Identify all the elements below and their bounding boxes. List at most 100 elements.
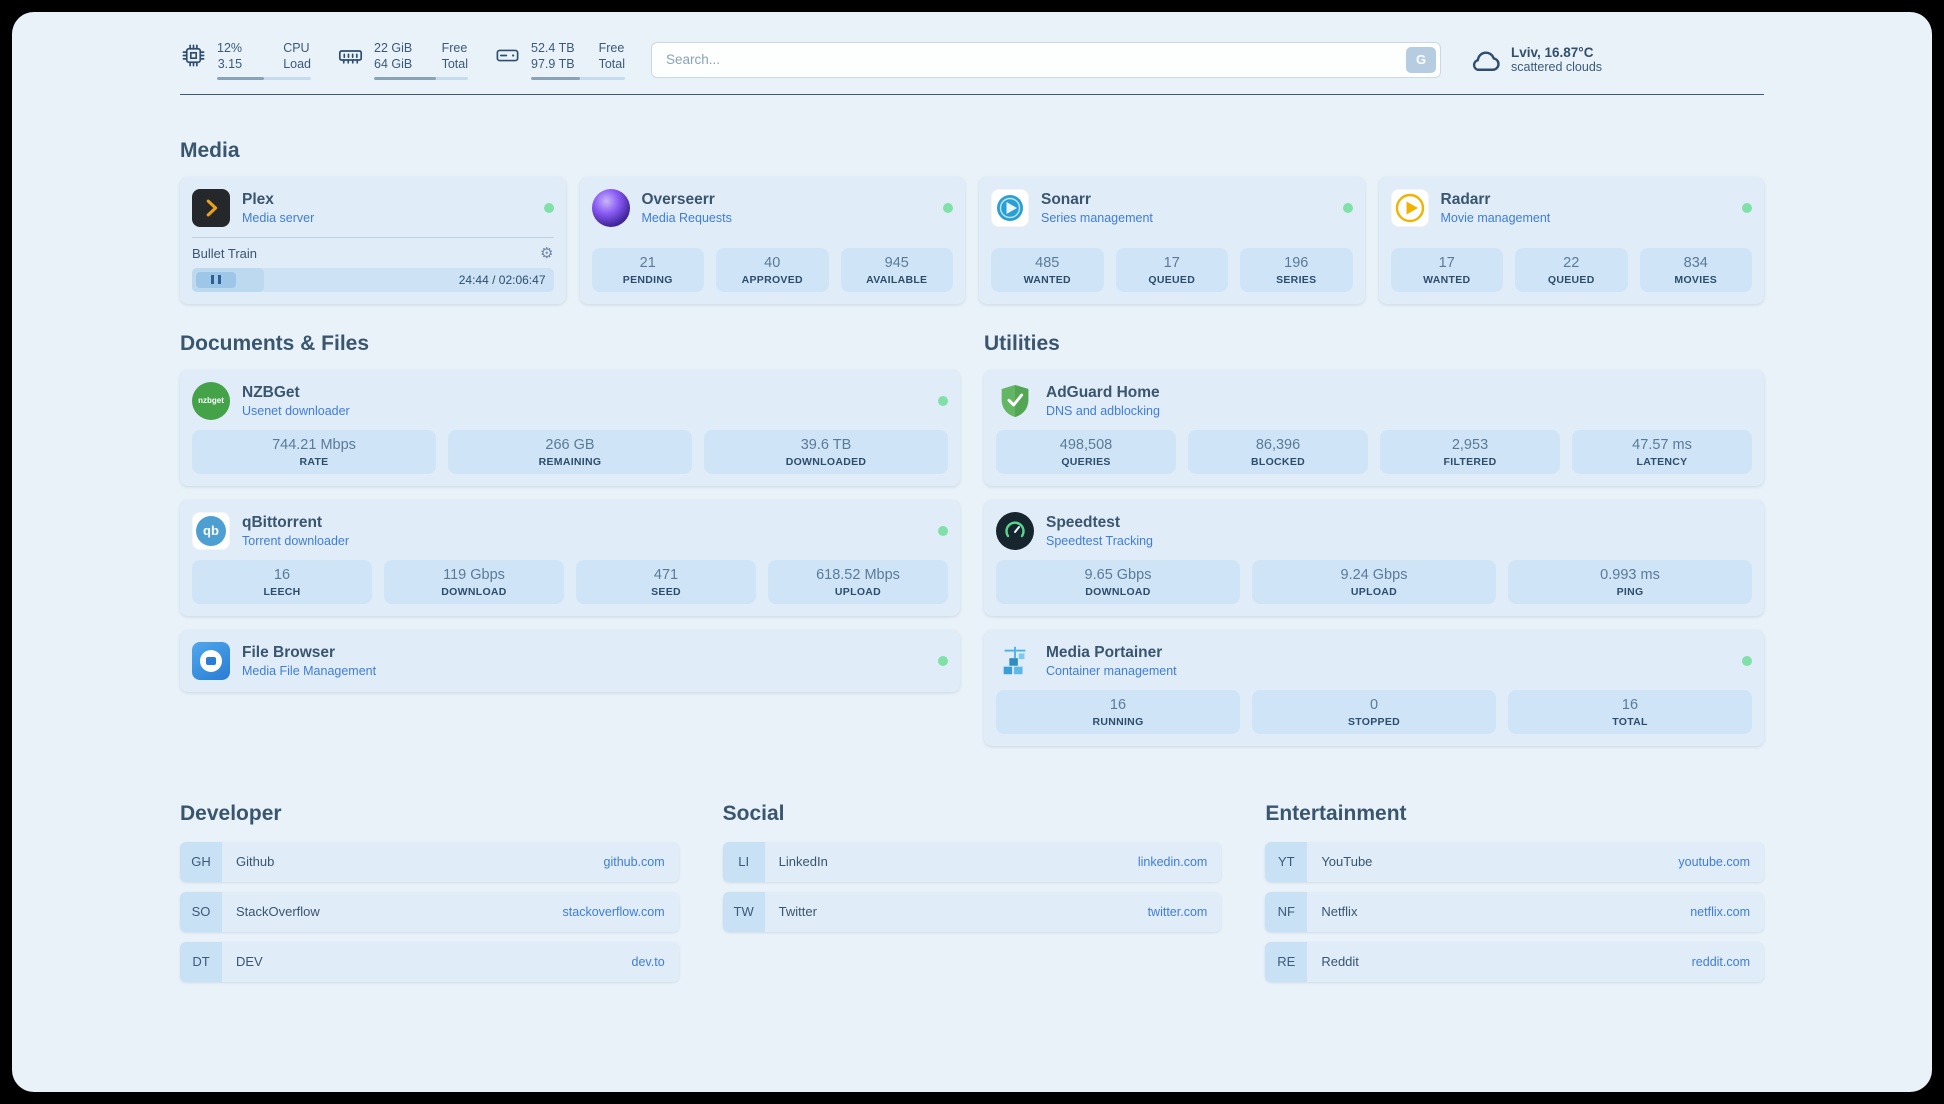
bookmark-name: YouTube	[1321, 854, 1373, 869]
top-bar: 12% 3.15 CPU Load	[12, 12, 1932, 80]
bookmark-abbr: LI	[722, 841, 765, 882]
bookmark-twitter[interactable]: TW Twitter twitter.com	[722, 891, 1222, 932]
bookmark-url: twitter.com	[1147, 904, 1208, 919]
bookmark-name: Github	[236, 854, 275, 869]
weather-widget: Lviv, 16.87°C scattered clouds	[1467, 45, 1602, 75]
service-name: Media Portainer	[1046, 643, 1163, 661]
memory-total-value: 64 GiB	[374, 57, 413, 72]
search-input[interactable]	[651, 41, 1441, 78]
stat-series: 196 SERIES	[1240, 247, 1353, 292]
stat-running: 16 RUNNING	[996, 689, 1240, 734]
service-desc: Container management	[1046, 663, 1177, 678]
stat-wanted: 485 WANTED	[991, 247, 1104, 292]
search-bar: G	[651, 41, 1441, 78]
bookmark-github[interactable]: GH Github github.com	[180, 841, 679, 882]
bookmark-linkedin[interactable]: LI LinkedIn linkedin.com	[722, 841, 1222, 882]
status-dot	[938, 525, 948, 536]
stat-remaining: 266 GB REMAINING	[448, 429, 692, 474]
section-title-media: Media	[180, 138, 240, 162]
stat-upload: 9.24 Gbps UPLOAD	[1252, 559, 1496, 604]
now-playing-title: Bullet Train	[192, 245, 258, 261]
bookmark-name: DEV	[236, 954, 263, 969]
service-desc: DNS and adblocking	[1046, 403, 1160, 418]
service-card-portainer: Media Portainer Container management 16 R…	[984, 629, 1764, 746]
service-link-sonarr[interactable]: Sonarr Series management	[991, 188, 1353, 227]
stat-download: 9.65 Gbps DOWNLOAD	[996, 559, 1240, 604]
bookmark-youtube[interactable]: YT YouTube youtube.com	[1265, 841, 1764, 882]
service-desc: Usenet downloader	[242, 403, 350, 418]
cpu-usage-value: 12%	[217, 41, 243, 55]
plex-now-playing: Bullet Train ⚙ 24:44 / 02:06:47	[192, 236, 554, 292]
section-title-entertainment: Entertainment	[1265, 801, 1407, 825]
service-card-overseerr: Overseerr Media Requests 21 PENDING 40 APP…	[579, 176, 965, 304]
radarr-icon	[1390, 188, 1429, 227]
service-card-plex: Plex Media server Bullet Train ⚙	[180, 176, 566, 304]
status-dot	[543, 202, 554, 213]
stat-upload: 618.52 Mbps UPLOAD	[768, 559, 948, 604]
plex-icon	[192, 188, 230, 227]
hard-drive-icon	[494, 42, 521, 69]
service-link-adguard[interactable]: AdGuard Home DNS and adblocking	[996, 382, 1752, 420]
header-divider	[180, 93, 1764, 95]
stat-leech: 16 LEECH	[192, 559, 372, 604]
cloud-icon	[1467, 45, 1503, 75]
adguard-shield-icon	[996, 382, 1034, 420]
service-link-filebrowser[interactable]: File Browser Media File Management	[192, 641, 948, 680]
status-dot	[1342, 202, 1353, 213]
bookmark-dev[interactable]: DT DEV dev.to	[180, 941, 679, 982]
dashboard: 12% 3.15 CPU Load	[12, 12, 1932, 1092]
bookmark-abbr: DT	[180, 941, 222, 982]
service-link-qbittorrent[interactable]: qb qBittorrent Torrent downloader	[192, 511, 948, 550]
service-name: qBittorrent	[242, 513, 323, 531]
service-link-overseerr[interactable]: Overseerr Media Requests	[591, 188, 953, 227]
service-link-radarr[interactable]: Radarr Movie management	[1390, 188, 1752, 227]
nzbget-icon: nzbget	[192, 381, 230, 420]
service-card-filebrowser: File Browser Media File Management	[180, 629, 960, 692]
qbittorrent-icon: qb	[192, 511, 230, 550]
service-link-speedtest[interactable]: Speedtest Speedtest Tracking	[996, 511, 1752, 550]
status-dot	[938, 395, 948, 406]
service-card-qbittorrent: qb qBittorrent Torrent downloader 16 LEEC…	[180, 499, 960, 616]
playback-time: 24:44 / 02:06:47	[458, 272, 546, 287]
playback-progress-bar[interactable]: 24:44 / 02:06:47	[192, 267, 554, 292]
filebrowser-icon	[192, 641, 230, 680]
service-name: Radarr	[1440, 190, 1491, 208]
cpu-label: CPU	[283, 41, 310, 55]
bookmark-name: LinkedIn	[778, 854, 828, 869]
stat-queries: 498,508 QUERIES	[996, 429, 1176, 474]
section-documents: Documents & Files nzbget NZBGet Usenet d…	[180, 332, 960, 746]
service-desc: Torrent downloader	[242, 533, 350, 548]
stat-rate: 744.21 Mbps RATE	[192, 429, 436, 474]
section-title-utilities: Utilities	[984, 331, 1060, 355]
service-link-plex[interactable]: Plex Media server	[192, 188, 554, 227]
service-link-nzbget[interactable]: nzbget NZBGet Usenet downloader	[192, 381, 948, 420]
service-desc: Media Requests	[641, 210, 732, 225]
search-provider-button[interactable]: G	[1406, 46, 1436, 73]
bookmark-abbr: TW	[722, 891, 765, 932]
service-name: NZBGet	[242, 383, 300, 401]
memory-widget: 22 GiB 64 GiB Free Total	[337, 40, 468, 80]
bookmark-abbr: SO	[180, 891, 222, 932]
bookmark-group-social: Social LI LinkedIn linkedin.com TW Twitt…	[722, 802, 1222, 982]
service-card-nzbget: nzbget NZBGet Usenet downloader 744.21 M…	[180, 369, 960, 486]
gear-icon[interactable]: ⚙	[540, 244, 554, 262]
memory-total-label: Total	[441, 57, 468, 72]
bookmark-url: netflix.com	[1690, 904, 1750, 919]
service-link-portainer[interactable]: Media Portainer Container management	[996, 642, 1752, 680]
bookmark-reddit[interactable]: RE Reddit reddit.com	[1265, 941, 1764, 982]
stat-queued: 22 QUEUED	[1515, 247, 1628, 292]
bookmark-name: StackOverflow	[236, 904, 320, 919]
cpu-widget: 12% 3.15 CPU Load	[180, 40, 311, 80]
disk-progress-bar	[531, 76, 625, 80]
cpu-load-label: Load	[283, 57, 311, 72]
weather-condition: scattered clouds	[1511, 60, 1603, 75]
bookmark-abbr: GH	[180, 841, 222, 882]
section-title-documents: Documents & Files	[180, 331, 370, 355]
service-card-radarr: Radarr Movie management 17 WANTED 22 QUEUE…	[1378, 176, 1764, 304]
bookmark-url: linkedin.com	[1137, 854, 1208, 869]
bookmark-stackoverflow[interactable]: SO StackOverflow stackoverflow.com	[180, 891, 679, 932]
pause-button[interactable]	[196, 271, 236, 288]
bookmark-netflix[interactable]: NF Netflix netflix.com	[1265, 891, 1764, 932]
cpu-progress-bar	[217, 76, 311, 80]
sonarr-icon	[991, 188, 1029, 227]
